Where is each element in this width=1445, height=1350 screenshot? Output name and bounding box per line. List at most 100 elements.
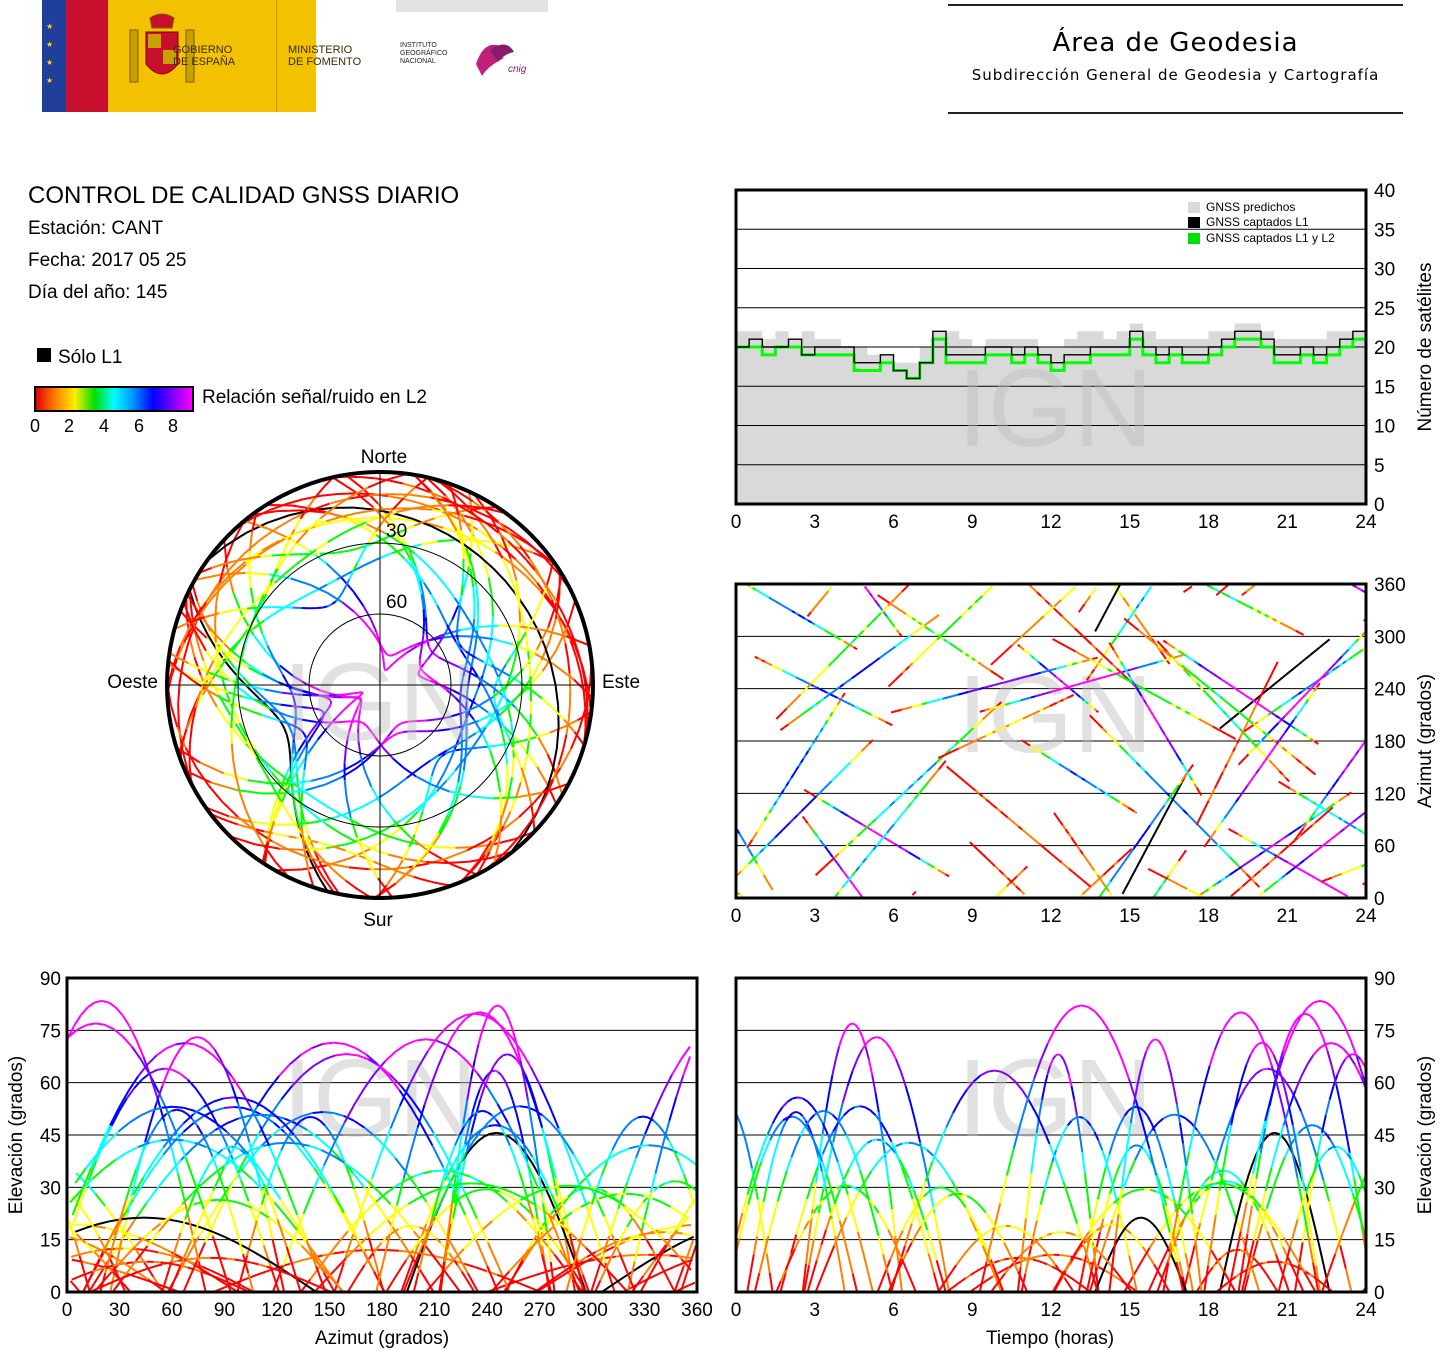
az-track-segment bbox=[774, 666, 780, 670]
az-track-segment bbox=[1157, 645, 1164, 651]
az-track-segment bbox=[1388, 706, 1391, 710]
az-track-segment bbox=[855, 866, 861, 872]
az-track-segment bbox=[873, 615, 879, 621]
az-track-segment bbox=[1291, 839, 1296, 844]
az-track-segment bbox=[1110, 645, 1115, 651]
az-track-segment bbox=[914, 619, 920, 624]
ea-track-segment bbox=[615, 1236, 623, 1248]
ea-track-segment bbox=[482, 1220, 493, 1231]
az-track-segment bbox=[1248, 714, 1253, 720]
az-track-segment bbox=[1003, 813, 1009, 819]
ea-track-segment bbox=[152, 1153, 165, 1169]
sky-track-segment bbox=[235, 732, 247, 745]
et-track-segment bbox=[1122, 1172, 1131, 1189]
et-track-segment bbox=[1038, 1099, 1044, 1116]
sky-track-segment bbox=[510, 687, 528, 704]
ea-track-segment bbox=[235, 1200, 244, 1206]
az-track-segment bbox=[1310, 690, 1315, 696]
et-track-segment bbox=[1233, 1212, 1240, 1228]
ea-track-segment bbox=[620, 1226, 629, 1238]
az-track-segment bbox=[1091, 706, 1095, 710]
az-track-segment bbox=[1287, 831, 1294, 836]
ea-track-segment bbox=[183, 1139, 196, 1144]
az-track-segment bbox=[1248, 605, 1254, 610]
ea-track-segment bbox=[618, 1252, 629, 1273]
az-track-segment bbox=[1043, 846, 1048, 852]
az-track-segment bbox=[1258, 749, 1264, 755]
az-track-segment bbox=[1203, 842, 1208, 848]
az-track-segment bbox=[1268, 883, 1274, 890]
az-xtick-label: 12 bbox=[1040, 906, 1061, 924]
sky-track-segment bbox=[315, 541, 329, 551]
az-track-segment bbox=[1090, 865, 1096, 872]
az-track-segment bbox=[1301, 694, 1306, 700]
sky-track-segment bbox=[504, 745, 509, 765]
az-track-segment bbox=[1059, 679, 1063, 683]
az-track-segment bbox=[748, 839, 753, 845]
sky-track-segment bbox=[326, 603, 333, 608]
sky-track-segment bbox=[387, 730, 394, 738]
az-track-segment bbox=[802, 754, 807, 760]
az-track-segment bbox=[1130, 808, 1135, 813]
sky-track-segment bbox=[519, 821, 531, 837]
snr-tick-6: 6 bbox=[134, 416, 145, 436]
ea-track-segment bbox=[344, 1043, 357, 1050]
ea-track-segment bbox=[517, 1251, 528, 1263]
sky-track-segment bbox=[363, 769, 373, 788]
sky-track-segment bbox=[237, 611, 248, 624]
az-track-segment bbox=[1056, 700, 1061, 704]
az-track-segment bbox=[1014, 822, 1020, 828]
az-track-segment bbox=[1287, 861, 1294, 867]
ea-track-segment bbox=[271, 1238, 280, 1266]
sky-track-segment bbox=[386, 532, 397, 539]
ea-track-segment bbox=[687, 1245, 697, 1269]
az-track-segment bbox=[1189, 675, 1195, 681]
az-track-segment bbox=[792, 674, 797, 679]
ea-track-segment bbox=[324, 1054, 336, 1061]
sky-track-segment bbox=[542, 555, 560, 575]
az-track-segment bbox=[1346, 822, 1351, 826]
az-track-segment bbox=[1021, 631, 1027, 637]
az-track-segment bbox=[1093, 708, 1097, 712]
az-track-segment bbox=[1263, 706, 1269, 712]
az-track-segment bbox=[1309, 737, 1315, 743]
ea-track-segment bbox=[203, 1100, 215, 1108]
sky-track-segment bbox=[427, 650, 435, 660]
az-track-segment bbox=[930, 616, 936, 622]
az-track-segment bbox=[1194, 891, 1200, 896]
az-track-segment bbox=[911, 890, 917, 896]
sky-track-segment bbox=[240, 645, 246, 659]
sky-track-segment bbox=[478, 554, 494, 569]
sky-track-segment bbox=[576, 711, 592, 722]
sky-track-segment bbox=[389, 479, 404, 485]
sky-track-segment bbox=[241, 614, 255, 636]
az-track-segment bbox=[920, 785, 926, 792]
az-track-segment bbox=[1271, 725, 1276, 731]
ea-track-segment bbox=[517, 1143, 530, 1167]
az-track-segment bbox=[761, 592, 767, 597]
ea-xtick-label: 60 bbox=[161, 1300, 182, 1321]
az-track-segment bbox=[898, 672, 904, 678]
az-track-segment bbox=[1295, 758, 1302, 764]
az-track-segment bbox=[1104, 792, 1109, 796]
sky-track-segment bbox=[437, 538, 455, 543]
ea-track-segment bbox=[599, 1268, 607, 1281]
az-track-segment bbox=[1407, 776, 1411, 780]
ea-track-segment bbox=[500, 1074, 507, 1082]
az-track-segment bbox=[932, 638, 938, 644]
az-track-segment bbox=[704, 773, 706, 777]
ea-track-segment bbox=[480, 1121, 490, 1132]
ea-track-segment bbox=[213, 1049, 222, 1060]
ea-track-segment bbox=[343, 1216, 356, 1236]
az-track-segment bbox=[1305, 872, 1312, 877]
ea-track-segment bbox=[398, 1226, 404, 1231]
az-track-segment bbox=[1435, 832, 1440, 835]
az-track-segment bbox=[1045, 668, 1052, 673]
ea-track-segment bbox=[318, 1259, 332, 1277]
et-track-segment bbox=[1221, 1125, 1230, 1143]
ea-track-segment bbox=[345, 1247, 358, 1260]
sky-track-segment bbox=[527, 727, 532, 741]
ea-track-segment bbox=[624, 1236, 637, 1243]
sky-track-segment bbox=[403, 811, 419, 826]
ea-track-segment bbox=[292, 1213, 305, 1240]
